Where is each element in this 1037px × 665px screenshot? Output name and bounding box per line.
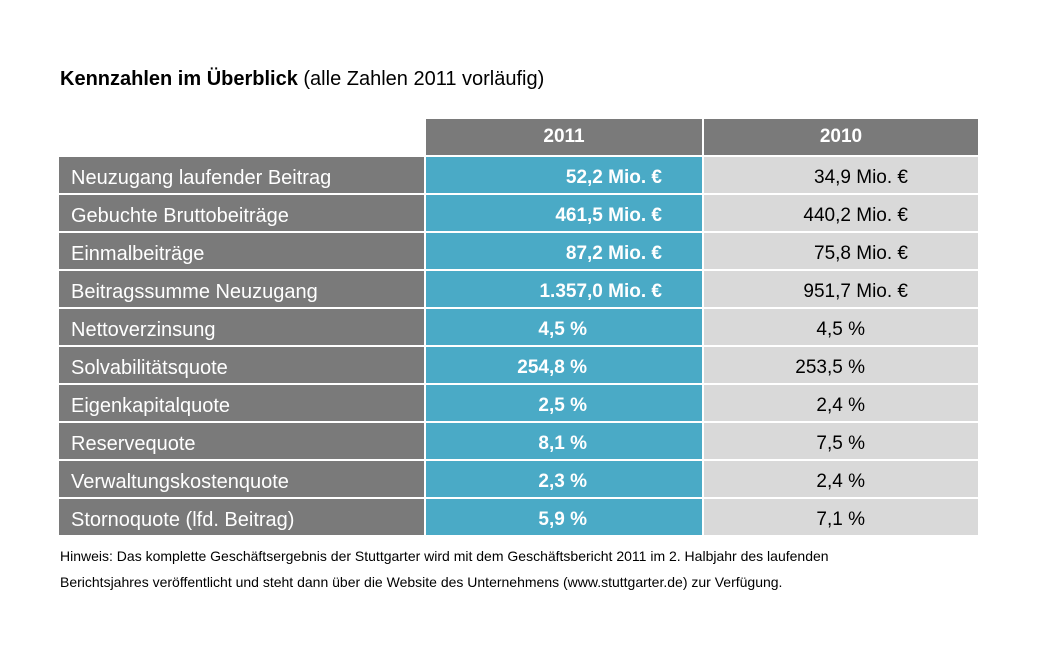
value-2010: 4,5 % bbox=[704, 309, 978, 345]
header-empty-cell bbox=[59, 119, 424, 155]
page-title: Kennzahlen im Überblick (alle Zahlen 201… bbox=[60, 66, 544, 92]
row-label: Solvabilitätsquote bbox=[59, 347, 424, 383]
value-2010: 2,4 % bbox=[704, 385, 978, 421]
table-row: Verwaltungskostenquote 2,3 % 2,4 % bbox=[59, 461, 978, 497]
table-row: Reservequote 8,1 % 7,5 % bbox=[59, 423, 978, 459]
value-2011: 2,3 % bbox=[426, 461, 702, 497]
title-subtitle: (alle Zahlen 2011 vorläufig) bbox=[297, 68, 545, 90]
title-bold: Kennzahlen im Überblick bbox=[60, 68, 298, 90]
table-row: Neuzugang laufender Beitrag 52,2 Mio. € … bbox=[59, 157, 978, 193]
value-2010: 34,9 Mio. € bbox=[704, 157, 978, 193]
footnote: Hinweis: Das komplette Geschäftsergebnis… bbox=[60, 543, 1000, 595]
header-2011: 2011 bbox=[426, 119, 702, 155]
value-2010: 75,8 Mio. € bbox=[704, 233, 978, 269]
value-2011: 8,1 % bbox=[426, 423, 702, 459]
value-2010: 253,5 % bbox=[704, 347, 978, 383]
value-2010: 951,7 Mio. € bbox=[704, 271, 978, 307]
table-row: Stornoquote (lfd. Beitrag) 5,9 % 7,1 % bbox=[59, 499, 978, 535]
row-label: Gebuchte Bruttobeiträge bbox=[59, 195, 424, 231]
footnote-line-2: Berichtsjahres veröffentlicht und steht … bbox=[60, 574, 783, 590]
table-row: Solvabilitätsquote 254,8 % 253,5 % bbox=[59, 347, 978, 383]
value-2010: 7,1 % bbox=[704, 499, 978, 535]
row-label: Einmalbeiträge bbox=[59, 233, 424, 269]
value-2011: 461,5 Mio. € bbox=[426, 195, 702, 231]
value-2011: 4,5 % bbox=[426, 309, 702, 345]
value-2011: 52,2 Mio. € bbox=[426, 157, 702, 193]
value-2011: 2,5 % bbox=[426, 385, 702, 421]
value-2011: 5,9 % bbox=[426, 499, 702, 535]
value-2011: 254,8 % bbox=[426, 347, 702, 383]
table-row: Gebuchte Bruttobeiträge 461,5 Mio. € 440… bbox=[59, 195, 978, 231]
value-2011: 87,2 Mio. € bbox=[426, 233, 702, 269]
footnote-line-1: Hinweis: Das komplette Geschäftsergebnis… bbox=[60, 548, 829, 564]
table-row: Nettoverzinsung 4,5 % 4,5 % bbox=[59, 309, 978, 345]
value-2010: 7,5 % bbox=[704, 423, 978, 459]
header-2010: 2010 bbox=[704, 119, 978, 155]
row-label: Neuzugang laufender Beitrag bbox=[59, 157, 424, 193]
row-label: Beitragssumme Neuzugang bbox=[59, 271, 424, 307]
row-label: Stornoquote (lfd. Beitrag) bbox=[59, 499, 424, 535]
key-figures-table: 2011 2010 Neuzugang laufender Beitrag 52… bbox=[59, 119, 978, 537]
value-2010: 2,4 % bbox=[704, 461, 978, 497]
value-2010: 440,2 Mio. € bbox=[704, 195, 978, 231]
row-label: Reservequote bbox=[59, 423, 424, 459]
row-label: Eigenkapitalquote bbox=[59, 385, 424, 421]
row-label: Verwaltungskostenquote bbox=[59, 461, 424, 497]
table-row: Beitragssumme Neuzugang 1.357,0 Mio. € 9… bbox=[59, 271, 978, 307]
value-2011: 1.357,0 Mio. € bbox=[426, 271, 702, 307]
row-label: Nettoverzinsung bbox=[59, 309, 424, 345]
table-header-row: 2011 2010 bbox=[59, 119, 978, 155]
table-row: Eigenkapitalquote 2,5 % 2,4 % bbox=[59, 385, 978, 421]
table-row: Einmalbeiträge 87,2 Mio. € 75,8 Mio. € bbox=[59, 233, 978, 269]
